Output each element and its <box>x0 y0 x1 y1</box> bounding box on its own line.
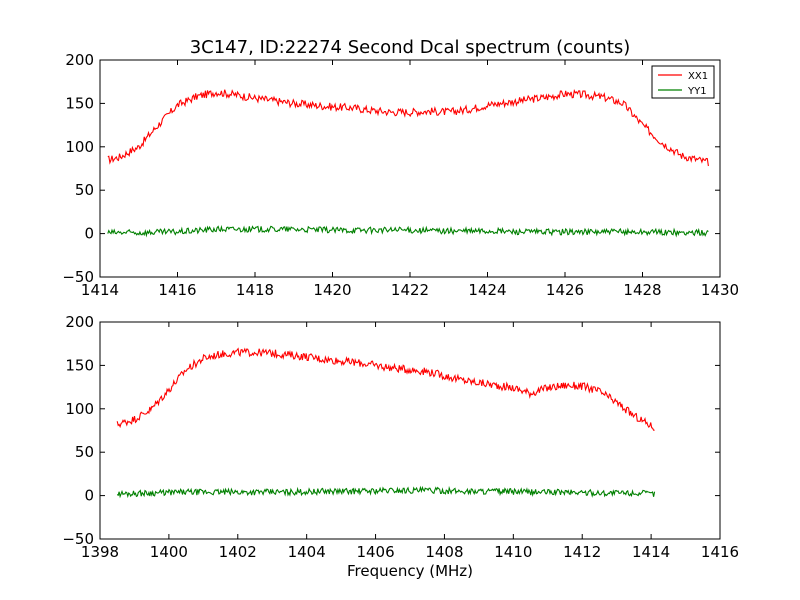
y-tick-label: 100 <box>65 138 94 156</box>
x-tick-label: 1414 <box>81 281 119 299</box>
x-tick-label: 1400 <box>150 543 188 561</box>
x-axis-label: Frequency (MHz) <box>347 562 473 580</box>
bottom-plot: 1398 1400 1402 1404 1406 1408 1410 1412 1414 1416… <box>62 313 739 561</box>
x-tick-label: 1420 <box>313 281 351 299</box>
x-tick-label: 1398 <box>81 543 119 561</box>
axes-frame <box>99 59 721 278</box>
x-tick-label: 1422 <box>391 281 429 299</box>
y-tick-label: −50 <box>62 268 94 286</box>
y-tick-label: 50 <box>75 443 94 461</box>
axes-frame <box>99 321 721 540</box>
x-tick-label: 1414 <box>632 543 670 561</box>
x-tick-label: 1428 <box>623 281 661 299</box>
legend-label-yy1: YY1 <box>687 86 707 97</box>
series-line-yy1 <box>116 485 656 499</box>
x-tick-label: 1406 <box>356 543 394 561</box>
y-tick-label: 150 <box>65 356 94 374</box>
y-tick-label: −50 <box>62 530 94 548</box>
y-tick-label: 50 <box>75 181 94 199</box>
x-tick-label: 1430 <box>701 281 739 299</box>
y-tick-label: 0 <box>84 487 94 505</box>
y-tick-label: 0 <box>84 225 94 243</box>
x-tick-label: 1402 <box>219 543 257 561</box>
x-tick-label: 1418 <box>236 281 274 299</box>
y-tick-label: 200 <box>65 313 94 331</box>
x-tick-label: 1412 <box>563 543 601 561</box>
y-tick-label: 200 <box>65 51 94 69</box>
x-tick-label: 1424 <box>468 281 506 299</box>
legend-label-xx1: XX1 <box>688 71 708 82</box>
x-tick-label: 1408 <box>425 543 463 561</box>
series-line-yy1 <box>107 224 709 238</box>
y-tick-label: 150 <box>65 94 94 112</box>
top-plot: 1414 1416 1418 1420 1422 1424 1426 1428 1430 −50 0… <box>62 51 739 299</box>
x-tick-label: 1404 <box>288 543 326 561</box>
x-tick-label: 1410 <box>494 543 532 561</box>
series-line-xx1 <box>116 347 655 431</box>
x-tick-label: 1416 <box>701 543 739 561</box>
chart-title: 3C147, ID:22274 Second Dcal spectrum (co… <box>190 37 631 58</box>
y-tick-label: 100 <box>65 400 94 418</box>
x-tick-label: 1416 <box>158 281 196 299</box>
x-tick-label: 1426 <box>546 281 584 299</box>
series-line-xx1 <box>107 88 709 167</box>
